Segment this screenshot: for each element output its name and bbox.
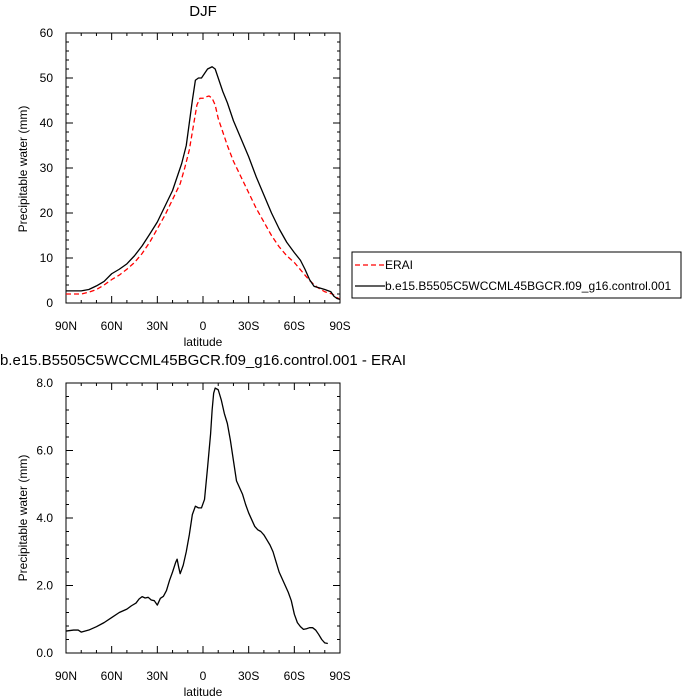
top-x-tick-label: 90N bbox=[55, 319, 77, 333]
bottom-y-tick-label: 2.0 bbox=[36, 579, 53, 593]
legend-box bbox=[351, 251, 682, 299]
bottom-x-tick-label: 90N bbox=[55, 669, 77, 683]
bottom-panel-ylabel: Precipitable water (mm) bbox=[16, 455, 30, 582]
bottom-y-tick-label: 6.0 bbox=[36, 444, 53, 458]
bottom-y-tick-label: 4.0 bbox=[36, 511, 53, 525]
top-y-tick-label: 50 bbox=[40, 71, 54, 85]
top-x-tick-label: 60S bbox=[284, 319, 305, 333]
bottom-x-tick-label: 90S bbox=[329, 669, 350, 683]
top-y-tick-label: 60 bbox=[40, 26, 54, 40]
top-y-tick-label: 0 bbox=[46, 296, 53, 310]
bottom-x-tick-label: 0 bbox=[200, 669, 207, 683]
top-x-tick-label: 60N bbox=[101, 319, 123, 333]
bottom-y-tick-label: 0.0 bbox=[36, 646, 53, 660]
top-panel-ylabel: Precipitable water (mm) bbox=[16, 106, 30, 233]
top-series-line-erai bbox=[66, 95, 341, 300]
bottom-panel-title: b.e15.B5505C5WCCML45BGCR.f09_g16.control… bbox=[0, 352, 406, 369]
bottom-panel-plot-area: 90N 60N 30N 0 30S 60S 90S 0.0 2.0 4.0 6.0 8.0 bbox=[36, 376, 350, 683]
bottom-panel-xlabel: latitude bbox=[184, 685, 223, 699]
legend-erai-label: ERAI bbox=[385, 258, 413, 272]
bottom-x-tick-label: 30S bbox=[238, 669, 259, 683]
bottom-y-tick-label: 8.0 bbox=[36, 376, 53, 390]
legend-model-label: b.e15.B5505C5WCCML45BGCR.f09_g16.control… bbox=[385, 279, 671, 293]
top-series-line-model bbox=[66, 66, 341, 301]
legend: ERAI b.e15.B5505C5WCCML45BGCR.f09_g16.co… bbox=[351, 251, 682, 299]
top-x-tick-label: 30N bbox=[146, 319, 168, 333]
bottom-x-tick-label: 60N bbox=[101, 669, 123, 683]
top-panel-title: DJF bbox=[189, 3, 217, 20]
bottom-x-tick-label: 60S bbox=[284, 669, 305, 683]
bottom-x-tick-label: 30N bbox=[146, 669, 168, 683]
top-x-tick-label: 0 bbox=[200, 319, 207, 333]
top-y-tick-label: 40 bbox=[40, 116, 54, 130]
top-y-tick-label: 30 bbox=[40, 161, 54, 175]
top-panel-plot-area: 90N 60N 30N 0 30S 60S 90S 0 10 20 30 40 50 60 bbox=[40, 26, 351, 333]
bottom-series-line-difference bbox=[65, 387, 328, 645]
top-panel-djf: DJF latitude Precipitable water (mm) 90N… bbox=[16, 3, 351, 349]
top-x-tick-label: 30S bbox=[238, 319, 259, 333]
top-y-tick-label: 20 bbox=[40, 206, 54, 220]
bottom-panel-difference: b.e15.B5505C5WCCML45BGCR.f09_g16.control… bbox=[0, 352, 406, 699]
top-panel-xlabel: latitude bbox=[184, 335, 223, 349]
top-y-tick-label: 10 bbox=[40, 251, 54, 265]
top-x-tick-label: 90S bbox=[329, 319, 350, 333]
